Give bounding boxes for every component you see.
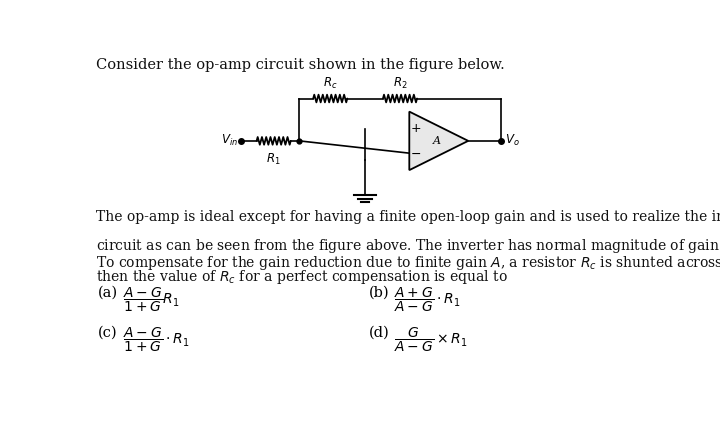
Text: $V_{in}$: $V_{in}$ — [221, 133, 238, 148]
Text: then the value of $R_c$ for a perfect compensation is equal to: then the value of $R_c$ for a perfect co… — [96, 268, 508, 286]
Text: $+$: $+$ — [410, 122, 421, 135]
Text: $R_c$: $R_c$ — [323, 76, 338, 91]
Text: $\dfrac{A+G}{A-G}\cdot R_1$: $\dfrac{A+G}{A-G}\cdot R_1$ — [394, 286, 460, 314]
Text: $\dfrac{A-G}{1+G}\cdot R_1$: $\dfrac{A-G}{1+G}\cdot R_1$ — [122, 326, 189, 354]
Text: $V_o$: $V_o$ — [505, 133, 519, 148]
Text: circuit as can be seen from the figure above. The inverter has normal magnitude : circuit as can be seen from the figure a… — [96, 229, 720, 262]
Text: $\dfrac{G}{A-G}\times R_1$: $\dfrac{G}{A-G}\times R_1$ — [394, 326, 467, 354]
Text: Consider the op-amp circuit shown in the figure below.: Consider the op-amp circuit shown in the… — [96, 58, 505, 72]
Text: The op-amp is ideal except for having a finite open-loop gain and is used to rea: The op-amp is ideal except for having a … — [96, 210, 720, 224]
Polygon shape — [409, 112, 468, 170]
Text: (b): (b) — [369, 286, 390, 300]
Text: $\dfrac{A-G}{1+G}R_1$: $\dfrac{A-G}{1+G}R_1$ — [122, 286, 179, 314]
Text: $R_1$: $R_1$ — [266, 152, 281, 167]
Text: To compensate for the gain reduction due to finite gain $A$, a resistor $R_c$ is: To compensate for the gain reduction due… — [96, 254, 720, 272]
Text: (a): (a) — [98, 286, 118, 300]
Text: (d): (d) — [369, 326, 390, 340]
Text: (c): (c) — [98, 326, 117, 340]
Text: $R_2$: $R_2$ — [392, 76, 408, 91]
Text: A: A — [433, 136, 441, 146]
Text: $-$: $-$ — [410, 146, 421, 160]
